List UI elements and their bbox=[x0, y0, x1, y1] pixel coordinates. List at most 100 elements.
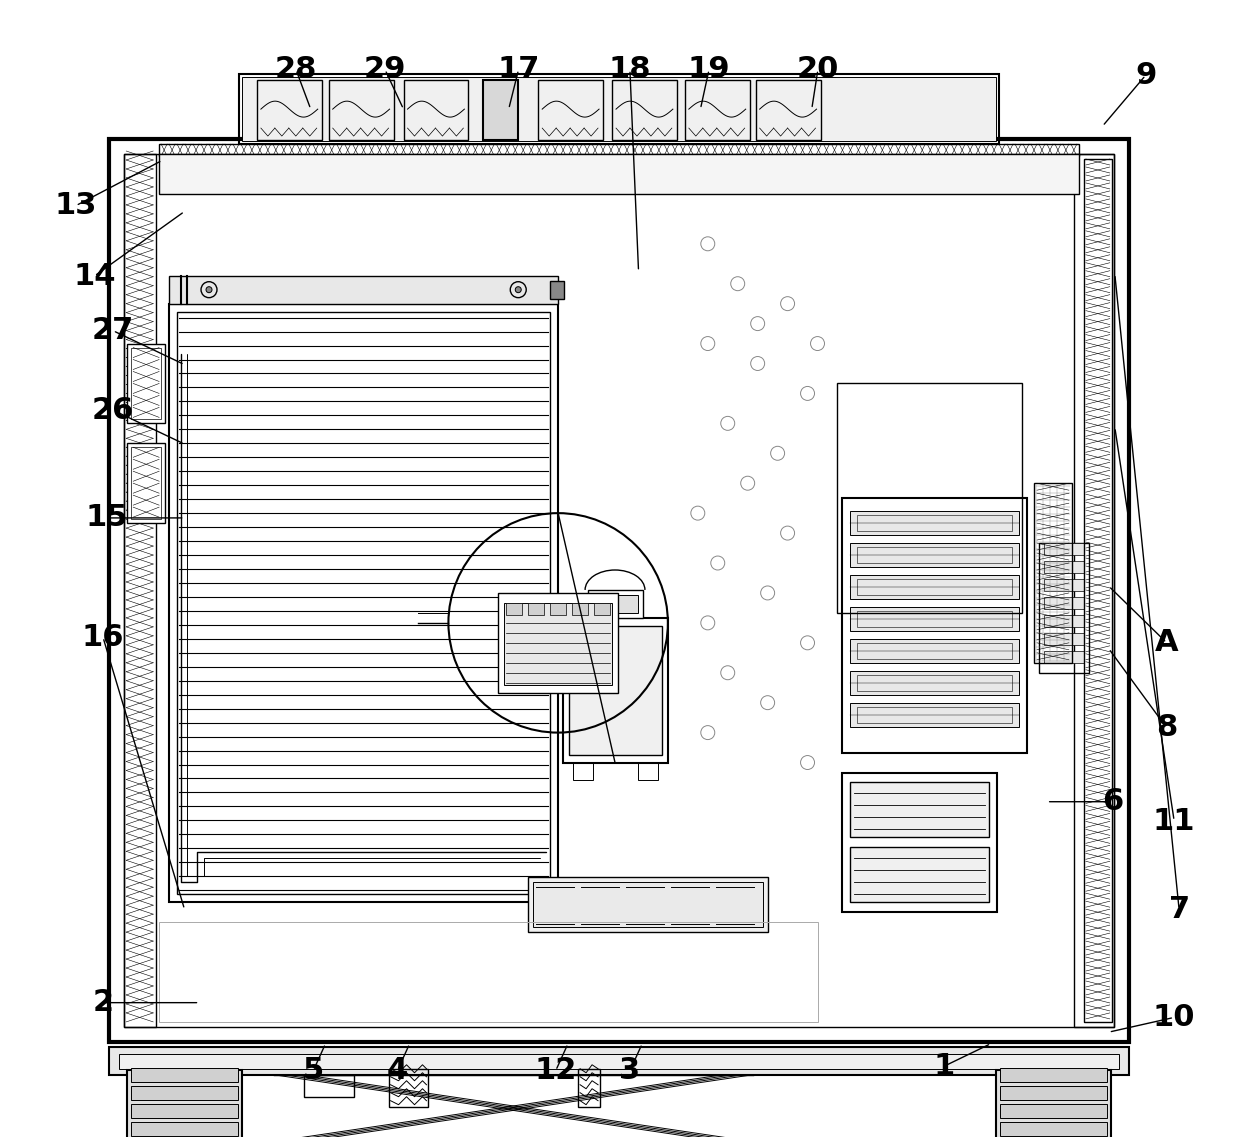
Bar bbox=[684, 80, 750, 140]
Text: 20: 20 bbox=[797, 55, 839, 84]
Bar bbox=[1044, 633, 1084, 645]
Bar bbox=[131, 347, 161, 420]
Bar bbox=[857, 707, 1012, 723]
Bar bbox=[594, 603, 610, 615]
Bar bbox=[551, 281, 564, 298]
Bar bbox=[613, 80, 677, 140]
Bar bbox=[119, 1054, 1118, 1069]
Bar bbox=[851, 783, 990, 838]
Bar bbox=[578, 1069, 600, 1106]
Bar bbox=[569, 626, 662, 754]
Bar bbox=[128, 444, 165, 523]
Bar bbox=[1074, 154, 1114, 1026]
Bar bbox=[857, 547, 1012, 563]
Circle shape bbox=[206, 287, 212, 292]
Text: 3: 3 bbox=[619, 1056, 640, 1086]
Bar bbox=[257, 80, 321, 140]
Bar bbox=[1044, 615, 1084, 627]
Bar bbox=[837, 384, 1022, 613]
Bar bbox=[528, 603, 544, 615]
Bar bbox=[1084, 159, 1112, 1022]
Bar bbox=[851, 607, 1019, 630]
Text: 10: 10 bbox=[1153, 1003, 1195, 1032]
Bar bbox=[1001, 1104, 1107, 1118]
Bar bbox=[169, 275, 558, 304]
Text: 14: 14 bbox=[73, 262, 115, 290]
Text: 11: 11 bbox=[1153, 807, 1195, 835]
Bar bbox=[573, 762, 593, 781]
Circle shape bbox=[516, 287, 521, 292]
Bar bbox=[242, 77, 996, 141]
Text: 1: 1 bbox=[934, 1052, 955, 1081]
Bar bbox=[131, 1067, 238, 1082]
Bar bbox=[1034, 484, 1071, 662]
Bar bbox=[304, 1074, 353, 1097]
Bar bbox=[239, 74, 999, 145]
Bar bbox=[588, 589, 644, 618]
Bar bbox=[851, 848, 990, 902]
Text: 7: 7 bbox=[1168, 896, 1189, 924]
Bar bbox=[851, 702, 1019, 727]
Bar bbox=[177, 312, 551, 894]
Bar bbox=[1039, 543, 1089, 673]
Bar bbox=[851, 543, 1019, 567]
Text: 8: 8 bbox=[1156, 714, 1177, 742]
Bar bbox=[851, 575, 1019, 599]
Bar bbox=[857, 675, 1012, 691]
Bar bbox=[498, 593, 618, 693]
Text: 17: 17 bbox=[497, 55, 539, 84]
Bar bbox=[842, 773, 997, 913]
Text: 26: 26 bbox=[92, 396, 134, 424]
Bar bbox=[159, 154, 1079, 193]
Text: 6: 6 bbox=[1101, 787, 1123, 816]
Bar bbox=[109, 1047, 1128, 1074]
Text: 4: 4 bbox=[387, 1056, 408, 1086]
Bar bbox=[857, 611, 1012, 627]
Bar bbox=[169, 304, 558, 902]
Bar bbox=[1044, 543, 1084, 555]
Bar bbox=[857, 643, 1012, 659]
Bar bbox=[528, 877, 768, 932]
Bar bbox=[1044, 579, 1084, 591]
Bar bbox=[131, 1086, 238, 1099]
Bar bbox=[1044, 561, 1084, 574]
Bar bbox=[131, 1122, 238, 1136]
Text: 9: 9 bbox=[1135, 60, 1157, 90]
Text: 28: 28 bbox=[275, 55, 317, 84]
Bar bbox=[159, 145, 1079, 156]
Bar bbox=[506, 603, 522, 615]
Bar bbox=[131, 447, 161, 519]
Bar bbox=[996, 1070, 1111, 1138]
Bar bbox=[538, 80, 603, 140]
Text: 12: 12 bbox=[534, 1056, 577, 1086]
Bar bbox=[593, 595, 637, 613]
Bar bbox=[1044, 651, 1084, 662]
Text: 5: 5 bbox=[303, 1056, 324, 1086]
Bar bbox=[857, 579, 1012, 595]
Bar bbox=[1044, 597, 1084, 609]
Text: 13: 13 bbox=[55, 191, 97, 221]
Text: 18: 18 bbox=[609, 55, 651, 84]
Bar bbox=[851, 511, 1019, 535]
Bar bbox=[755, 80, 821, 140]
Bar bbox=[1001, 1086, 1107, 1099]
Bar bbox=[1001, 1067, 1107, 1082]
Bar bbox=[505, 603, 613, 685]
Bar bbox=[128, 1070, 242, 1138]
Bar bbox=[563, 618, 668, 762]
Bar bbox=[124, 154, 1114, 1026]
Bar bbox=[1001, 1122, 1107, 1136]
Text: 27: 27 bbox=[92, 316, 134, 345]
Bar bbox=[1084, 159, 1112, 1022]
Bar bbox=[484, 80, 518, 140]
Bar bbox=[329, 80, 393, 140]
Text: A: A bbox=[1154, 628, 1178, 658]
Bar bbox=[551, 603, 567, 615]
Text: 16: 16 bbox=[82, 622, 124, 652]
Text: 19: 19 bbox=[688, 55, 730, 84]
Bar bbox=[124, 154, 156, 1026]
Text: 15: 15 bbox=[86, 503, 128, 533]
Bar bbox=[131, 1104, 238, 1118]
Bar bbox=[842, 498, 1027, 752]
Bar bbox=[851, 670, 1019, 694]
